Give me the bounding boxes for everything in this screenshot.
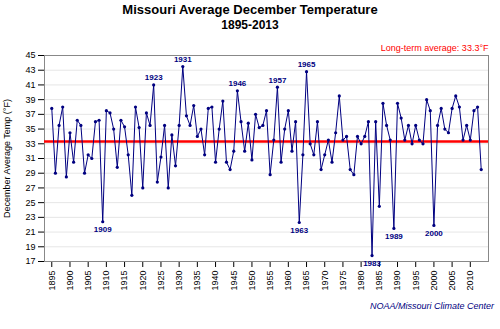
svg-text:45: 45 xyxy=(25,50,35,60)
svg-text:19: 19 xyxy=(25,242,35,252)
svg-text:1925: 1925 xyxy=(156,271,166,291)
html-text:Missouri Average December Temp: Missouri Average December Temperature xyxy=(122,2,378,17)
svg-text:1915: 1915 xyxy=(119,271,129,291)
svg-text:43: 43 xyxy=(25,65,35,75)
svg-text:27: 27 xyxy=(25,183,35,193)
svg-text:29: 29 xyxy=(25,168,35,178)
svg-text:31: 31 xyxy=(25,153,35,163)
svg-text:1980: 1980 xyxy=(356,271,366,291)
svg-text:1945: 1945 xyxy=(229,271,239,291)
svg-text:1995: 1995 xyxy=(411,271,421,291)
svg-text:1950: 1950 xyxy=(247,271,257,291)
svg-text:41: 41 xyxy=(25,80,35,90)
svg-text:39: 39 xyxy=(25,95,35,105)
svg-text:1975: 1975 xyxy=(338,271,348,291)
svg-text:1920: 1920 xyxy=(138,271,148,291)
svg-text:1905: 1905 xyxy=(83,271,93,291)
svg-text:1940: 1940 xyxy=(210,271,220,291)
svg-text:1910: 1910 xyxy=(101,271,111,291)
svg-text:2000: 2000 xyxy=(425,229,443,238)
svg-text:1955: 1955 xyxy=(265,271,275,291)
svg-text:1970: 1970 xyxy=(320,271,330,291)
svg-text:1895: 1895 xyxy=(47,271,57,291)
html-text:1895-2013: 1895-2013 xyxy=(221,18,279,32)
svg-text:2000: 2000 xyxy=(429,271,439,291)
svg-text:25: 25 xyxy=(25,198,35,208)
svg-text:21: 21 xyxy=(25,227,35,237)
svg-text:1985: 1985 xyxy=(374,271,384,291)
svg-text:37: 37 xyxy=(25,109,35,119)
svg-text:1957: 1957 xyxy=(269,76,287,85)
svg-text:1930: 1930 xyxy=(174,271,184,291)
svg-text:Long-term average: 33.3°F: Long-term average: 33.3°F xyxy=(381,43,489,53)
svg-text:1965: 1965 xyxy=(301,271,311,291)
svg-text:2005: 2005 xyxy=(447,271,457,291)
svg-text:17: 17 xyxy=(25,256,35,266)
svg-text:23: 23 xyxy=(25,212,35,222)
svg-text:35: 35 xyxy=(25,124,35,134)
html-text:NOAA/Missouri Climate Center: NOAA/Missouri Climate Center xyxy=(370,301,494,311)
svg-text:December Average Temp (°F): December Average Temp (°F) xyxy=(2,99,12,218)
svg-text:1900: 1900 xyxy=(65,271,75,291)
svg-text:1923: 1923 xyxy=(145,73,163,82)
svg-text:33: 33 xyxy=(25,139,35,149)
svg-text:1983: 1983 xyxy=(363,259,381,268)
svg-text:1960: 1960 xyxy=(283,271,293,291)
svg-text:1990: 1990 xyxy=(392,271,402,291)
svg-text:2010: 2010 xyxy=(465,271,475,291)
svg-text:1935: 1935 xyxy=(192,271,202,291)
svg-text:1931: 1931 xyxy=(174,55,192,64)
svg-text:1965: 1965 xyxy=(298,60,316,69)
svg-text:1963: 1963 xyxy=(290,226,308,235)
svg-text:1989: 1989 xyxy=(385,232,403,241)
svg-text:1909: 1909 xyxy=(94,225,112,234)
svg-text:1946: 1946 xyxy=(228,79,246,88)
